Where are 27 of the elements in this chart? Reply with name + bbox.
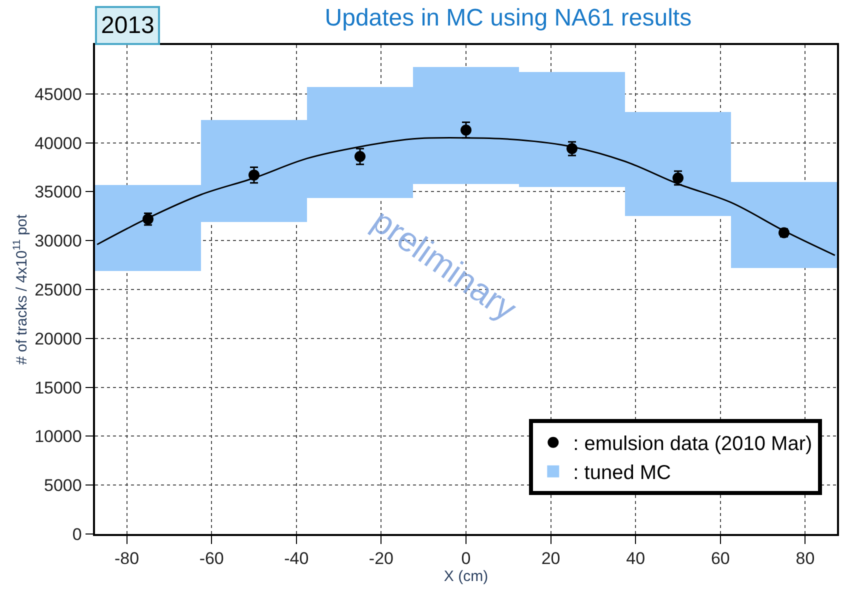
y-tick-label: 5000 [44, 476, 82, 496]
legend-label: : emulsion data (2010 Mar) [573, 433, 812, 456]
legend-label: : tuned MC [573, 462, 671, 484]
x-tick-label: -20 [368, 549, 394, 568]
y-tick-label: 25000 [34, 280, 82, 300]
point [460, 124, 472, 136]
y-tick-label: 15000 [34, 378, 82, 398]
chart-title: Updates in MC using NA61 results [324, 4, 692, 32]
y-tick-label: 40000 [34, 134, 82, 153]
y-tick-label: 45000 [34, 84, 82, 104]
y-tick-label: 35000 [34, 182, 82, 202]
y-tick-label: 20000 [34, 329, 82, 348]
point [672, 172, 684, 184]
point [354, 150, 366, 162]
x-tick-label: -40 [284, 549, 309, 568]
y-tick-label: 10000 [34, 427, 82, 446]
y-tick-label: 30000 [34, 232, 82, 251]
text: 2013 [101, 12, 154, 39]
x-tick-label: 40 [626, 549, 646, 568]
x-tick-label: 80 [796, 549, 815, 568]
x-tick-label: -80 [114, 549, 140, 568]
x-axis-title: X (cm) [444, 568, 488, 586]
x-tick-label: -60 [199, 549, 224, 568]
y-tick-label: 0 [72, 524, 82, 544]
x-tick-label: 60 [710, 549, 730, 568]
x-tick-label: 0 [461, 549, 471, 568]
x-tick-label: 20 [541, 549, 560, 568]
